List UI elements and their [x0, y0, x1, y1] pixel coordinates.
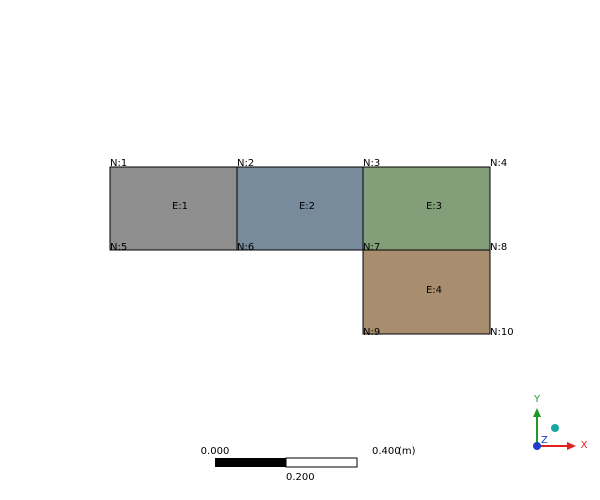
element-e1-label: E:1: [172, 201, 188, 212]
element-e2-label: E:2: [299, 201, 315, 212]
element-e1[interactable]: E:1: [109, 166, 238, 251]
node-label-n3: N:3: [363, 158, 380, 169]
scale-bar-light-segment: [285, 457, 358, 468]
element-e4-shape[interactable]: [362, 249, 491, 335]
node-label-n9: N:9: [363, 327, 380, 338]
coordinate-triad: Y X Z: [533, 394, 588, 451]
element-e4[interactable]: E:4: [362, 249, 491, 335]
x-axis-arrowhead: [567, 442, 576, 450]
z-axis-label: Z: [541, 435, 548, 446]
x-axis-label: X: [581, 440, 588, 451]
rotation-center-sphere: [551, 424, 559, 432]
element-e2-shape[interactable]: [236, 166, 364, 251]
node-label-n8: N:8: [490, 242, 507, 253]
scale-bar-end-label: 0.400: [372, 446, 401, 457]
y-axis-label: Y: [533, 394, 541, 405]
element-e1-shape[interactable]: [109, 166, 238, 251]
y-axis-arrowhead: [533, 408, 541, 417]
element-e4-label: E:4: [426, 285, 442, 296]
node-label-n4: N:4: [490, 158, 507, 169]
node-label-n10: N:10: [490, 327, 514, 338]
node-label-n6: N:6: [237, 242, 254, 253]
scale-bar-start-label: 0.000: [201, 446, 230, 457]
node-label-n5: N:5: [110, 242, 127, 253]
node-label-n1: N:1: [110, 158, 127, 169]
scale-bar: 0.000 0.400 (m) 0.200: [201, 446, 416, 483]
node-label-n2: N:2: [237, 158, 254, 169]
element-e3[interactable]: E:3: [362, 166, 491, 251]
scale-bar-dark-segment: [215, 458, 286, 467]
node-label-n7: N:7: [363, 242, 380, 253]
z-axis-marker: [533, 442, 541, 450]
element-e3-label: E:3: [426, 201, 442, 212]
scale-bar-mid-label: 0.200: [286, 472, 315, 483]
scale-bar-unit: (m): [398, 446, 416, 457]
element-e2[interactable]: E:2: [236, 166, 364, 251]
element-e3-shape[interactable]: [362, 166, 491, 251]
